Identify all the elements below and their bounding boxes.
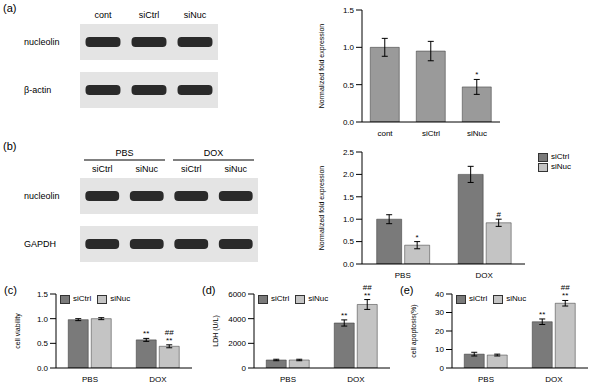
svg-text:siNuc: siNuc <box>224 164 247 174</box>
svg-text:*: * <box>416 233 419 242</box>
svg-text:2.5: 2.5 <box>343 148 355 157</box>
html-text:siNuc: siNuc <box>506 294 527 303</box>
svg-text:cont: cont <box>94 10 112 20</box>
svg-text:0: 0 <box>440 364 445 373</box>
svg-text:##**: ##** <box>561 284 570 300</box>
svg-text:β-actin: β-actin <box>24 85 51 95</box>
svg-text:GAPDH: GAPDH <box>24 239 56 249</box>
svg-text:30: 30 <box>435 308 444 317</box>
html-text:(c): (c) <box>4 284 17 296</box>
html-text:siCtrl: siCtrl <box>469 294 488 303</box>
svg-text:1.5: 1.5 <box>343 193 355 202</box>
svg-text:40: 40 <box>435 290 444 299</box>
svg-text:1.0: 1.0 <box>343 215 355 224</box>
html-text:siNuc: siNuc <box>551 162 571 171</box>
html-text:siNuc: siNuc <box>308 294 329 303</box>
svg-text:**: ** <box>143 329 149 338</box>
svg-text:Normalized fold expression: Normalized fold expression <box>318 166 326 251</box>
svg-text:DOX: DOX <box>347 375 365 384</box>
svg-text:**: ** <box>341 311 347 320</box>
svg-text:LDH (U/L): LDH (U/L) <box>212 315 220 347</box>
svg-text:*: * <box>475 70 478 79</box>
html-text:(e): (e) <box>400 284 414 296</box>
svg-text:1.0: 1.0 <box>343 43 355 52</box>
svg-text:siCtrl: siCtrl <box>139 10 160 20</box>
svg-text:PBS: PBS <box>115 148 133 158</box>
svg-text:0.5: 0.5 <box>37 339 49 348</box>
html-text:siNuc: siNuc <box>110 294 131 303</box>
html-text:siCtrl: siCtrl <box>271 294 290 303</box>
svg-text:cell viability: cell viability <box>14 313 22 349</box>
svg-text:0.0: 0.0 <box>343 118 355 127</box>
svg-text:**: ** <box>539 310 545 319</box>
svg-text:10: 10 <box>435 345 444 354</box>
svg-text:siCtrl: siCtrl <box>92 164 113 174</box>
html-text:(d): (d) <box>202 284 216 296</box>
svg-text:PBS: PBS <box>478 375 494 384</box>
svg-text:cont: cont <box>377 129 393 138</box>
svg-text:#: # <box>496 210 501 219</box>
svg-text:siNuc: siNuc <box>135 164 158 174</box>
svg-text:0: 0 <box>242 364 247 373</box>
svg-text:1.5: 1.5 <box>37 290 49 299</box>
svg-text:Normalized fold expression: Normalized fold expression <box>318 24 326 109</box>
svg-text:0.0: 0.0 <box>343 260 355 269</box>
html-text:siCtrl: siCtrl <box>73 294 92 303</box>
svg-text:1.5: 1.5 <box>343 6 355 15</box>
html-text:(a): (a) <box>3 2 17 14</box>
svg-text:##**: ##** <box>165 328 174 345</box>
svg-text:6000: 6000 <box>228 290 246 299</box>
svg-text:PBS: PBS <box>82 375 98 384</box>
svg-text:DOX: DOX <box>149 375 167 384</box>
svg-text:PBS: PBS <box>280 375 296 384</box>
svg-text:0.0: 0.0 <box>37 364 49 373</box>
svg-text:siCtrl: siCtrl <box>422 129 440 138</box>
svg-text:siNuc: siNuc <box>184 10 207 20</box>
svg-text:siNuc: siNuc <box>467 129 487 138</box>
svg-text:PBS: PBS <box>395 271 411 280</box>
svg-text:20: 20 <box>435 327 444 336</box>
html-text:(b): (b) <box>3 140 17 152</box>
svg-text:##**: ##** <box>363 284 372 300</box>
svg-text:0.5: 0.5 <box>343 81 355 90</box>
svg-text:nucleolin: nucleolin <box>24 191 60 201</box>
svg-text:4000: 4000 <box>228 315 246 324</box>
svg-text:nucleolin: nucleolin <box>24 37 60 47</box>
svg-text:DOX: DOX <box>204 148 224 158</box>
svg-text:2000: 2000 <box>228 339 246 348</box>
svg-text:2.0: 2.0 <box>343 170 355 179</box>
html-text:siCtrl: siCtrl <box>551 152 570 161</box>
svg-text:0.5: 0.5 <box>343 237 355 246</box>
svg-text:cell apoptosis(%): cell apoptosis(%) <box>410 304 418 357</box>
svg-text:siCtrl: siCtrl <box>181 164 202 174</box>
svg-text:1.0: 1.0 <box>37 315 49 324</box>
svg-text:DOX: DOX <box>476 271 494 280</box>
svg-text:DOX: DOX <box>545 375 563 384</box>
